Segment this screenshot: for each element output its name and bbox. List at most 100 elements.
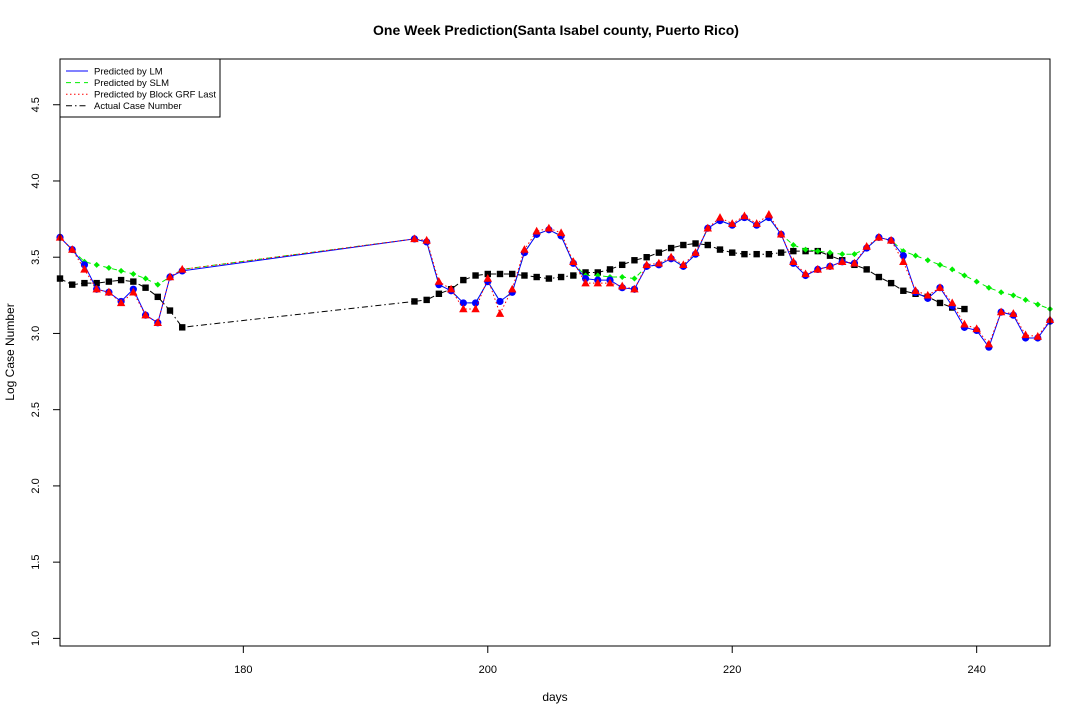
data-point [154, 293, 161, 301]
y-tick-label: 2.5 [30, 402, 42, 417]
legend-label: Actual Case Number [94, 101, 182, 112]
data-point [422, 235, 431, 244]
plot-frame [59, 58, 1051, 647]
data-point [984, 339, 994, 348]
data-point [813, 264, 822, 273]
chart-title: One Week Prediction(Santa Isabel county,… [373, 22, 739, 38]
data-point [826, 252, 834, 259]
data-point [851, 251, 858, 258]
data-point [631, 275, 638, 282]
y-tick-label: 3.5 [30, 250, 42, 265]
data-point [802, 246, 809, 253]
data-point [985, 284, 992, 291]
data-point [105, 278, 113, 285]
data-point [582, 269, 589, 276]
data-point [80, 264, 89, 273]
data-point [142, 284, 149, 291]
data-point [631, 257, 638, 264]
legend-box [59, 58, 221, 118]
data-point [581, 278, 590, 287]
data-point [496, 297, 504, 306]
data-point [643, 254, 650, 261]
data-point [130, 278, 137, 285]
x-tick-label: 200 [479, 664, 497, 676]
data-point [69, 281, 76, 288]
data-point [740, 211, 749, 220]
data-point [899, 257, 908, 265]
y-axis-label: Log Case Number [3, 303, 17, 400]
data-point [141, 310, 150, 319]
data-point [619, 274, 626, 281]
data-point [654, 258, 664, 267]
data-point [532, 226, 541, 235]
data-point [496, 270, 504, 278]
data-point [411, 298, 418, 305]
data-point [410, 234, 419, 243]
data-point [117, 276, 125, 284]
legend-label: Predicted by SLM [94, 78, 169, 89]
data-point [900, 287, 907, 294]
data-point [544, 223, 554, 232]
data-point [776, 229, 786, 238]
data-point [483, 274, 492, 282]
data-point [533, 273, 540, 281]
data-point [1033, 331, 1042, 340]
data-point [495, 309, 505, 317]
data-point [911, 286, 920, 294]
data-point [765, 250, 773, 258]
series-line [59, 216, 1051, 349]
data-point [789, 257, 798, 265]
data-point [961, 272, 968, 279]
data-point [825, 261, 835, 270]
data-point [557, 273, 565, 281]
y-tick-label: 2.0 [30, 478, 42, 493]
data-point [166, 307, 174, 314]
data-point [960, 319, 969, 328]
data-point [471, 299, 480, 307]
x-tick-label: 240 [967, 664, 985, 676]
data-point [630, 284, 639, 293]
series-layer [55, 210, 1055, 351]
data-point [1010, 292, 1017, 299]
data-point [715, 213, 725, 221]
data-point [153, 318, 162, 326]
data-point [741, 250, 748, 258]
data-point [790, 242, 797, 249]
data-point [570, 272, 577, 279]
data-point [68, 245, 77, 253]
x-tick-label: 220 [723, 664, 741, 676]
data-point [459, 304, 468, 313]
y-tick-label: 3.0 [30, 326, 42, 341]
data-point [105, 264, 112, 271]
data-point [680, 241, 687, 249]
x-axis-label: days [542, 690, 567, 704]
data-point [1021, 330, 1030, 339]
data-point [666, 252, 676, 261]
data-point [874, 232, 884, 241]
data-point [118, 267, 125, 274]
legend-label: Predicted by LM [94, 66, 163, 77]
data-point [838, 257, 847, 265]
data-point [509, 270, 516, 278]
data-point [703, 223, 712, 232]
data-point [935, 283, 945, 291]
data-point [472, 272, 479, 279]
data-point [801, 269, 810, 278]
data-point [104, 287, 114, 296]
data-point [569, 257, 578, 265]
data-point [887, 279, 895, 287]
data-point [972, 324, 981, 333]
data-point [691, 248, 700, 256]
data-point [618, 281, 627, 290]
data-point [863, 266, 870, 273]
data-point [93, 261, 100, 268]
data-point [679, 260, 688, 269]
data-point [996, 307, 1006, 316]
data-point [92, 284, 101, 293]
data-point [1022, 296, 1029, 303]
data-point [93, 279, 100, 287]
data-point [471, 304, 480, 313]
data-point [839, 251, 846, 258]
data-point [752, 219, 761, 227]
data-point [484, 270, 491, 278]
